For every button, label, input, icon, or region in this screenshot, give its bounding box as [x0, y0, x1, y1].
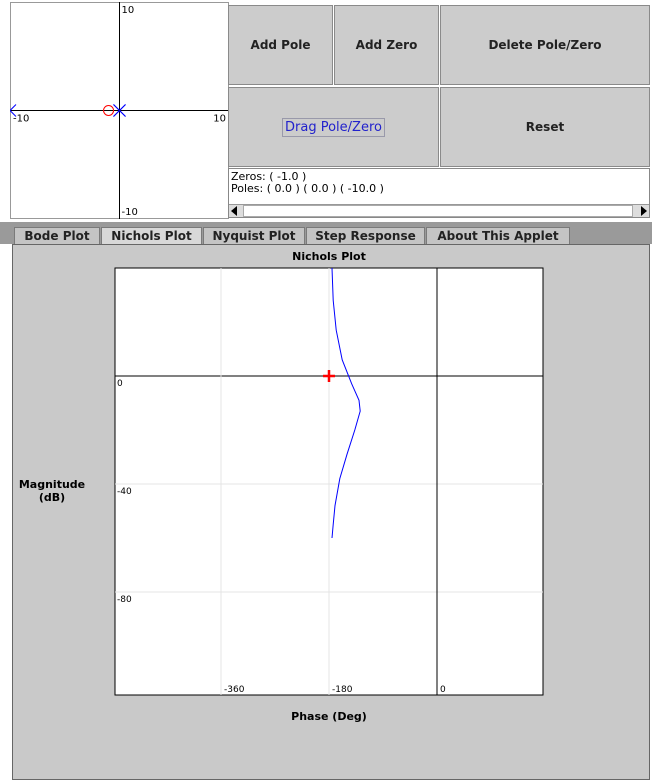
- info-box: Zeros: ( -1.0 ) Poles: ( 0.0 ) ( 0.0 ) (…: [228, 168, 650, 218]
- tab[interactable]: Nyquist Plot: [203, 227, 305, 244]
- poles-text: Poles: ( 0.0 ) ( 0.0 ) ( -10.0 ): [231, 182, 384, 195]
- tab[interactable]: Nichols Plot: [101, 227, 202, 244]
- zeros-text: Zeros: ( -1.0 ): [231, 170, 307, 183]
- axis-label: 10: [122, 5, 135, 16]
- button[interactable]: Drag Pole/Zero: [228, 87, 439, 167]
- button-label: Drag Pole/Zero: [282, 117, 385, 137]
- zero-marker: [103, 105, 115, 116]
- axis-label: 10: [213, 114, 226, 125]
- plot-panel: [12, 244, 650, 780]
- axis-label: -10: [13, 114, 29, 125]
- scroll-thumb[interactable]: [243, 205, 633, 217]
- button[interactable]: Delete Pole/Zero: [440, 5, 650, 85]
- button[interactable]: Reset: [440, 87, 650, 167]
- button[interactable]: Add Zero: [334, 5, 439, 85]
- scroll-left[interactable]: [231, 206, 237, 216]
- tab[interactable]: About This Applet: [426, 227, 570, 244]
- y-axis-label: Magnitude (dB): [18, 478, 86, 504]
- axis-label: -10: [122, 207, 138, 218]
- tab[interactable]: Bode Plot: [14, 227, 100, 244]
- pole-zero-plot[interactable]: 10 -10 10 -10: [10, 2, 229, 219]
- tab[interactable]: Step Response: [306, 227, 425, 244]
- button[interactable]: Add Pole: [228, 5, 333, 85]
- pole-marker: [113, 104, 126, 117]
- scroll-right[interactable]: [641, 206, 647, 216]
- scrollbar[interactable]: [229, 204, 649, 217]
- pole-marker: [10, 104, 17, 117]
